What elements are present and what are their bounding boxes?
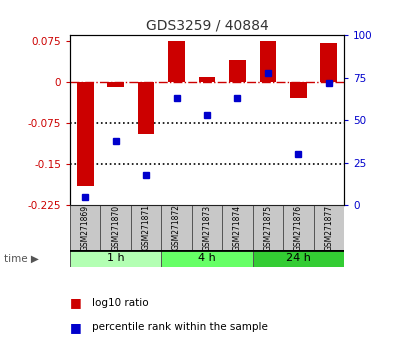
Text: ■: ■ bbox=[70, 296, 82, 309]
Bar bbox=[138, 82, 154, 134]
Text: GSM271875: GSM271875 bbox=[263, 204, 272, 251]
Bar bbox=[131, 205, 161, 250]
Bar bbox=[222, 205, 253, 250]
Text: GSM271876: GSM271876 bbox=[294, 204, 303, 251]
Text: GSM271870: GSM271870 bbox=[111, 204, 120, 251]
Text: GSM271874: GSM271874 bbox=[233, 204, 242, 251]
Bar bbox=[192, 205, 222, 250]
Text: GSM271869: GSM271869 bbox=[81, 204, 90, 251]
Bar bbox=[70, 250, 161, 267]
Bar bbox=[168, 41, 185, 82]
Text: GSM271871: GSM271871 bbox=[142, 205, 151, 250]
Text: ■: ■ bbox=[70, 321, 82, 334]
Text: GSM271873: GSM271873 bbox=[202, 204, 212, 251]
Bar bbox=[320, 42, 337, 82]
Bar bbox=[107, 82, 124, 87]
Bar bbox=[70, 205, 100, 250]
Bar bbox=[260, 41, 276, 82]
Text: 4 h: 4 h bbox=[198, 253, 216, 263]
Title: GDS3259 / 40884: GDS3259 / 40884 bbox=[146, 19, 268, 33]
Text: log10 ratio: log10 ratio bbox=[92, 298, 149, 308]
Text: GSM271872: GSM271872 bbox=[172, 205, 181, 250]
Bar bbox=[199, 76, 215, 82]
Bar bbox=[161, 250, 253, 267]
Bar bbox=[229, 60, 246, 82]
Text: time ▶: time ▶ bbox=[4, 254, 39, 264]
Bar bbox=[290, 82, 307, 98]
Bar bbox=[100, 205, 131, 250]
Text: percentile rank within the sample: percentile rank within the sample bbox=[92, 322, 268, 332]
Bar bbox=[253, 205, 283, 250]
Bar bbox=[283, 205, 314, 250]
Bar bbox=[314, 205, 344, 250]
Text: 24 h: 24 h bbox=[286, 253, 311, 263]
Bar bbox=[253, 250, 344, 267]
Bar bbox=[77, 82, 94, 186]
Text: 1 h: 1 h bbox=[107, 253, 124, 263]
Bar bbox=[161, 205, 192, 250]
Text: GSM271877: GSM271877 bbox=[324, 204, 333, 251]
